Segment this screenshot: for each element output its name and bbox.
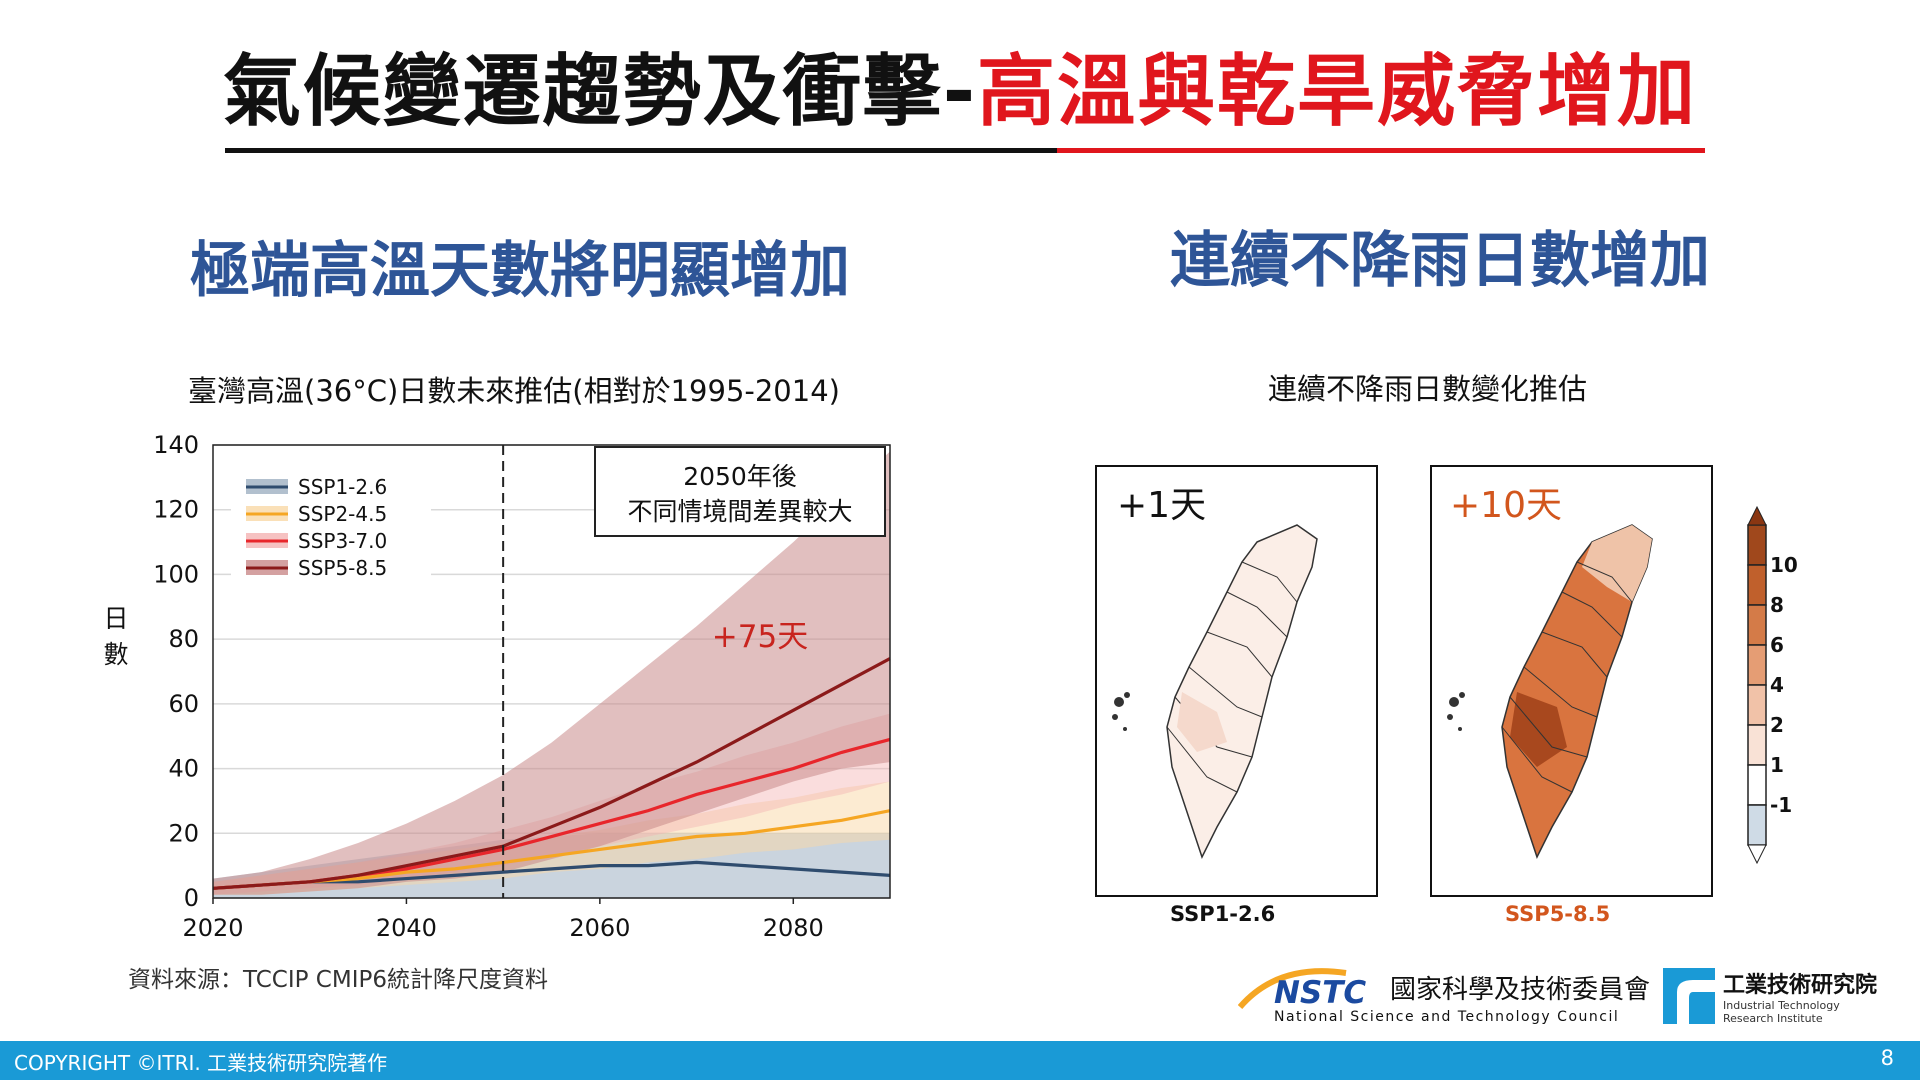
- legend-label: SSP1-2.6: [298, 475, 387, 499]
- colorbar-tick-label: 6: [1770, 633, 1784, 657]
- y-tick-label: 20: [168, 819, 199, 847]
- annotation-box: 2050年後 不同情境間差異較大: [594, 446, 886, 537]
- page-title: 氣候變遷趨勢及衝擊-高溫與乾旱威脅增加: [0, 47, 1920, 138]
- data-source-note: 資料來源：TCCIP CMIP6統計降尺度資料: [128, 967, 548, 993]
- y-tick-label: 60: [168, 690, 199, 718]
- colorbar-segment: [1747, 644, 1767, 686]
- colorbar-segment: [1747, 764, 1767, 806]
- colorbar-ticks: 10 8 6 4 2 1 -1: [1770, 553, 1798, 817]
- colorbar-tick-label: 4: [1770, 673, 1784, 697]
- page-number: 8: [1880, 1046, 1894, 1070]
- taiwan-map-ssp585: +10天: [1447, 485, 1653, 859]
- map2-caption: SSP5-8.5: [1505, 902, 1611, 926]
- svg-text:Research Institute: Research Institute: [1723, 1012, 1823, 1025]
- itri-logo: 工業技術研究院 Industrial Technology Research I…: [1663, 968, 1877, 1025]
- legend-label: SSP5-8.5: [298, 556, 387, 580]
- series-lines: [212, 657, 891, 890]
- copyright-text: COPYRIGHT ©ITRI. 工業技術研究院著作: [14, 1051, 388, 1075]
- y-tick-label: 40: [168, 755, 199, 783]
- penghu-islands: [1447, 692, 1465, 731]
- map2-change-label: +10天: [1450, 485, 1562, 526]
- colorbar-segments: [1747, 505, 1767, 865]
- x-tick-label: 2040: [376, 914, 437, 942]
- colorbar-tick-label: -1: [1770, 793, 1792, 817]
- colorbar-segment: [1747, 564, 1767, 606]
- svg-text:NSTC: NSTC: [1274, 975, 1366, 1011]
- colorbar-segment: [1747, 804, 1767, 846]
- title-highlight: 高溫與乾旱威脅增加: [977, 47, 1698, 137]
- colorbar-segment: [1747, 724, 1767, 766]
- title-underline-black: [225, 148, 1057, 153]
- penghu-islands: [1112, 692, 1130, 731]
- colorbar-max-arrow: [1747, 505, 1767, 526]
- legend-label: SSP2-4.5: [298, 502, 387, 526]
- colorbar-tick-label: 1: [1770, 753, 1784, 777]
- x-tick-label: 2080: [763, 914, 824, 942]
- chart-legend: SSP1-2.6 SSP2-4.5 SSP3-7.0 SSP5-8.5: [231, 459, 431, 580]
- map-chart-title: 連續不降雨日數變化推估: [1268, 372, 1588, 406]
- title-underline-red: [1057, 148, 1705, 153]
- y-axis-label-char-2: 數: [103, 640, 128, 669]
- plot-frame: [212, 444, 891, 899]
- svg-text:工業技術研究院: 工業技術研究院: [1723, 972, 1877, 998]
- svg-text:Industrial Technology: Industrial Technology: [1723, 999, 1840, 1012]
- colorbar-min-arrow: [1747, 844, 1767, 865]
- y-tick-label: 0: [184, 884, 199, 912]
- y-axis-label-char-1: 日: [103, 604, 128, 633]
- x-tick-label: 2020: [182, 914, 243, 942]
- y-tick-label: 140: [153, 431, 199, 459]
- colorbar: 10 8 6 4 2 1 -1: [1747, 505, 1798, 865]
- annotation-line-2: 不同情境間差異較大: [627, 497, 852, 526]
- x-tick-label: 2060: [569, 914, 630, 942]
- left-section-heading: 極端高溫天數將明顯增加: [190, 236, 850, 306]
- nstc-logo: NSTC 國家科學及技術委員會 National Science and Tec…: [1238, 968, 1650, 1025]
- ssp585-increase-label: +75天: [712, 619, 808, 655]
- y-tick-label: 80: [168, 625, 199, 653]
- colorbar-segment: [1747, 604, 1767, 646]
- annotation-line-1: 2050年後: [683, 462, 797, 491]
- colorbar-tick-label: 10: [1770, 553, 1798, 577]
- map1-caption: SSP1-2.6: [1170, 902, 1276, 926]
- map-panel-ssp585: +10天: [1430, 465, 1713, 897]
- series-line-SSP5-8.5: [212, 657, 891, 890]
- map-panel-ssp126: +1天: [1095, 465, 1378, 897]
- colorbar-segment: [1747, 684, 1767, 726]
- colorbar-segment: [1747, 524, 1767, 566]
- right-section-heading: 連續不降雨日數增加: [1170, 226, 1710, 296]
- footer-bar: [0, 1041, 1920, 1080]
- svg-text:National Science and Technolog: National Science and Technology Council: [1274, 1009, 1619, 1025]
- map1-change-label: +1天: [1117, 485, 1206, 526]
- colorbar-tick-label: 2: [1770, 713, 1784, 737]
- svg-text:國家科學及技術委員會: 國家科學及技術委員會: [1390, 975, 1650, 1005]
- line-chart-title: 臺灣高溫(36°C)日數未來推估(相對於1995-2014): [188, 374, 840, 408]
- legend-label: SSP3-7.0: [298, 529, 387, 553]
- title-main: 氣候變遷趨勢及衝擊-: [222, 47, 978, 137]
- taiwan-map-ssp126: +1天: [1112, 485, 1318, 859]
- band-SSP5-8.5: [213, 451, 890, 895]
- y-tick-label: 120: [153, 496, 199, 524]
- y-tick-label: 100: [153, 560, 199, 588]
- colorbar-tick-label: 8: [1770, 593, 1784, 617]
